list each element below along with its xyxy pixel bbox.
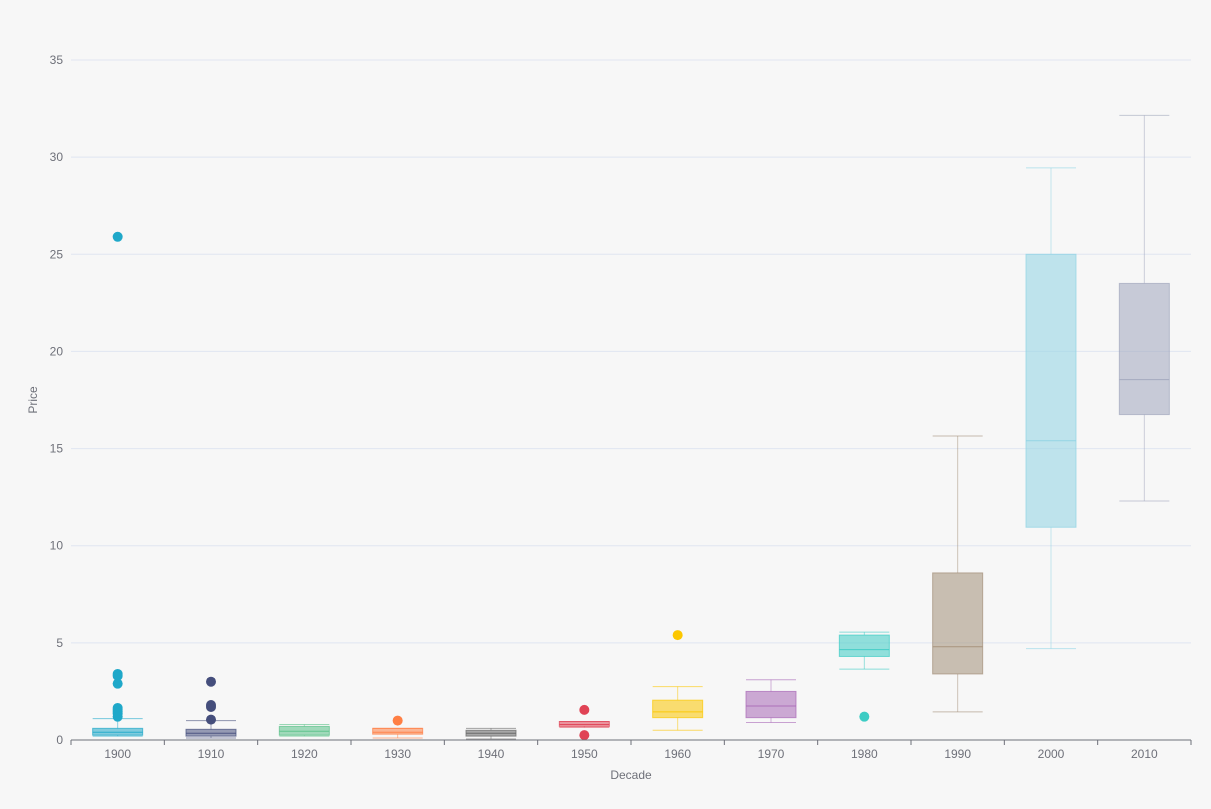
y-tick-label: 25 xyxy=(50,247,64,261)
x-tick-label: 1990 xyxy=(944,747,971,761)
box-1970[interactable] xyxy=(745,679,797,724)
x-tick-label: 1960 xyxy=(664,747,691,761)
outlier-point[interactable] xyxy=(672,630,683,641)
gridlines xyxy=(71,59,1191,644)
outlier-point[interactable] xyxy=(206,714,216,725)
box-2000[interactable] xyxy=(1025,167,1077,650)
x-axis-title: Decade xyxy=(610,768,652,782)
box-1900[interactable] xyxy=(92,718,144,737)
box-1950[interactable] xyxy=(558,721,610,728)
x-tick-label: 1910 xyxy=(198,747,225,761)
y-tick-label: 15 xyxy=(50,442,64,456)
x-tick-label: 1970 xyxy=(758,747,785,761)
x-tick-label: 1950 xyxy=(571,747,598,761)
x-axis: 1900 1910 1920 1930 1940 1950 1960 1970 1980 1990… xyxy=(70,739,1192,761)
box-1940[interactable] xyxy=(465,727,517,740)
y-axis-ticks: 0 5 10 15 20 25 30 35 xyxy=(50,53,64,747)
box-1960[interactable] xyxy=(652,686,704,731)
y-tick-label: 35 xyxy=(50,53,64,67)
box-iqr xyxy=(1118,282,1170,416)
y-tick-label: 30 xyxy=(50,150,64,164)
y-tick-label: 0 xyxy=(56,733,63,747)
box-1930[interactable] xyxy=(372,727,424,739)
outlier-point[interactable] xyxy=(206,676,216,687)
outlier-point[interactable] xyxy=(112,678,123,689)
box-iqr xyxy=(838,634,890,657)
box-iqr xyxy=(745,690,797,719)
box-1990[interactable] xyxy=(932,435,984,713)
box-1920[interactable] xyxy=(278,723,330,737)
box-iqr xyxy=(372,727,424,735)
outlier-point[interactable] xyxy=(112,231,123,242)
y-tick-label: 10 xyxy=(50,539,64,553)
outliers xyxy=(112,231,870,741)
outlier-point[interactable] xyxy=(112,711,123,722)
outlier-point[interactable] xyxy=(579,704,590,715)
x-tick-label: 1940 xyxy=(478,747,505,761)
x-tick-label: 1980 xyxy=(851,747,878,761)
x-tick-label: 2010 xyxy=(1131,747,1158,761)
outlier-point[interactable] xyxy=(206,701,216,712)
outlier-point[interactable] xyxy=(859,711,870,722)
box-1980[interactable] xyxy=(838,631,890,670)
y-axis-title: Price xyxy=(26,386,40,414)
x-tick-label: 1900 xyxy=(104,747,131,761)
outlier-point[interactable] xyxy=(112,670,123,681)
box-2010[interactable] xyxy=(1118,114,1170,502)
boxes xyxy=(92,114,1170,740)
x-tick-label: 1920 xyxy=(291,747,318,761)
outlier-point[interactable] xyxy=(579,730,590,741)
box-iqr xyxy=(932,572,984,675)
box-iqr xyxy=(1025,253,1077,528)
y-tick-label: 5 xyxy=(56,636,63,650)
x-tick-label: 2000 xyxy=(1038,747,1065,761)
box-iqr xyxy=(652,699,704,719)
y-tick-label: 20 xyxy=(50,344,64,358)
x-tick-label: 1930 xyxy=(384,747,411,761)
outlier-point[interactable] xyxy=(392,715,403,726)
